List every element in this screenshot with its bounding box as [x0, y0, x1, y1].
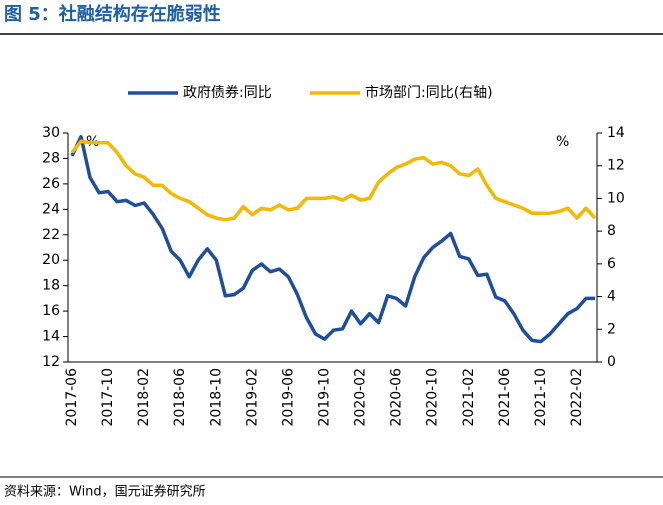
- x-tick-label: 2020-10: [425, 368, 441, 427]
- y-tick-label: 12: [42, 354, 60, 370]
- y2-tick-label: 0: [607, 354, 616, 370]
- y2-axis-label: %: [556, 134, 569, 150]
- y-tick-label: 28: [42, 150, 60, 166]
- y-tick-label: 22: [42, 227, 60, 243]
- x-tick-label: 2018-02: [136, 368, 152, 427]
- y2-tick-label: 4: [607, 289, 616, 305]
- x-tick-label: 2021-02: [461, 368, 477, 427]
- y-tick-label: 18: [42, 278, 60, 294]
- x-tick-label: 2020-06: [389, 368, 405, 427]
- y2-tick-label: 10: [607, 190, 625, 206]
- x-tick-label: 2021-06: [497, 368, 513, 427]
- series-line: [70, 139, 597, 222]
- x-tick-label: 2018-06: [172, 368, 188, 427]
- y-tick-label: 24: [42, 201, 60, 217]
- y-tick-label: 20: [42, 252, 60, 268]
- y2-tick-label: 12: [607, 158, 625, 174]
- y-tick-label: 30: [42, 125, 60, 141]
- x-tick-label: 2019-06: [280, 368, 296, 427]
- x-tick-label: 2019-02: [244, 368, 260, 427]
- source: 资料来源：Wind，国元证券研究所: [4, 484, 206, 500]
- x-tick-label: 2019-10: [316, 368, 332, 427]
- x-tick-label: 2018-10: [208, 368, 224, 427]
- y-tick-label: 26: [42, 176, 60, 192]
- x-tick-label: 2021-10: [533, 368, 549, 427]
- y2-tick-label: 14: [607, 125, 625, 141]
- x-tick-label: 2020-02: [353, 368, 369, 427]
- y2-tick-label: 8: [607, 223, 616, 239]
- y2-tick-label: 2: [607, 321, 616, 337]
- series-line: [70, 135, 595, 344]
- legend-label: 政府债券:同比: [183, 85, 272, 101]
- x-tick-label: 2022-02: [569, 368, 585, 427]
- y2-tick-label: 6: [607, 256, 616, 272]
- x-tick-label: 2017-06: [64, 368, 80, 427]
- y-tick-label: 14: [42, 329, 60, 345]
- x-tick-label: 2017-10: [100, 368, 116, 427]
- y-tick-label: 16: [42, 303, 60, 319]
- legend-label: 市场部门:同比(右轴): [365, 84, 493, 101]
- chart-title: 图 5：社融结构存在脆弱性: [4, 3, 221, 25]
